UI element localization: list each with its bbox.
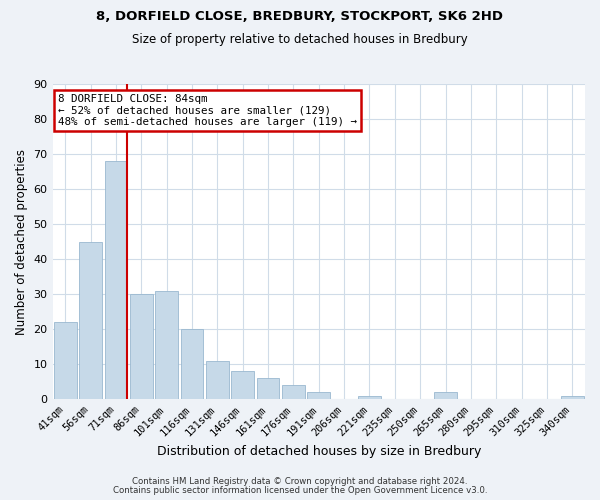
Bar — [54, 322, 77, 399]
Bar — [257, 378, 280, 399]
Bar — [181, 329, 203, 399]
X-axis label: Distribution of detached houses by size in Bredbury: Distribution of detached houses by size … — [157, 444, 481, 458]
Bar — [307, 392, 330, 399]
Bar — [358, 396, 381, 399]
Bar — [79, 242, 102, 399]
Bar — [206, 360, 229, 399]
Bar — [104, 162, 127, 399]
Text: Size of property relative to detached houses in Bredbury: Size of property relative to detached ho… — [132, 32, 468, 46]
Bar — [155, 290, 178, 399]
Text: 8, DORFIELD CLOSE, BREDBURY, STOCKPORT, SK6 2HD: 8, DORFIELD CLOSE, BREDBURY, STOCKPORT, … — [97, 10, 503, 23]
Text: Contains HM Land Registry data © Crown copyright and database right 2024.: Contains HM Land Registry data © Crown c… — [132, 477, 468, 486]
Bar — [231, 371, 254, 399]
Bar — [561, 396, 584, 399]
Bar — [130, 294, 152, 399]
Text: Contains public sector information licensed under the Open Government Licence v3: Contains public sector information licen… — [113, 486, 487, 495]
Bar — [282, 385, 305, 399]
Text: 8 DORFIELD CLOSE: 84sqm
← 52% of detached houses are smaller (129)
48% of semi-d: 8 DORFIELD CLOSE: 84sqm ← 52% of detache… — [58, 94, 357, 127]
Y-axis label: Number of detached properties: Number of detached properties — [15, 149, 28, 335]
Bar — [434, 392, 457, 399]
